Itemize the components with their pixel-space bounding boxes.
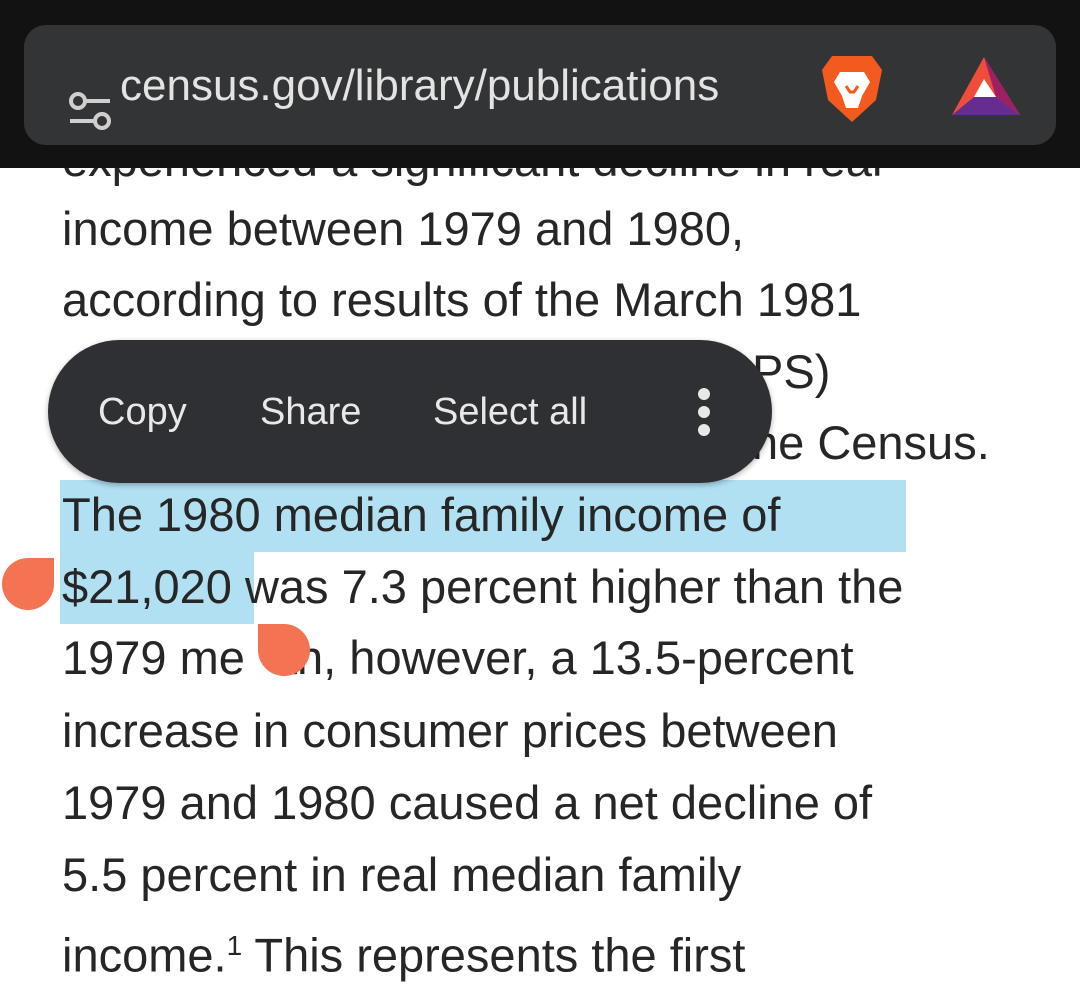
selected-text[interactable]: $21,020 bbox=[62, 560, 232, 613]
text-selection-menu: Copy Share Select all bbox=[48, 340, 772, 483]
text-fragment: 1979 me bbox=[62, 631, 245, 684]
text-fragment: was 7.3 percent higher than the bbox=[231, 560, 904, 613]
browser-toolbar: census.gov/library/publications bbox=[0, 0, 1080, 168]
text-line: according to results of the March 1981 bbox=[62, 273, 862, 326]
text-line: 5.5 percent in real median family bbox=[62, 848, 742, 901]
selected-text[interactable]: The 1980 median family income of bbox=[62, 488, 781, 541]
select-all-button[interactable]: Select all bbox=[433, 391, 588, 433]
text-line: ne Census. bbox=[752, 416, 990, 469]
text-fragment: This represents the first bbox=[242, 928, 746, 982]
text-line: income.1 This represents the first bbox=[62, 916, 745, 982]
bat-rewards-icon[interactable] bbox=[950, 55, 1022, 117]
text-line: $21,020 was 7.3 percent higher than the bbox=[62, 557, 903, 617]
selection-highlight bbox=[60, 552, 254, 624]
text-fragment: an, however, a 13.5-percent bbox=[270, 631, 854, 684]
text-line: income between 1979 and 1980, bbox=[62, 202, 745, 255]
more-vert-icon[interactable] bbox=[694, 386, 714, 438]
share-button[interactable]: Share bbox=[260, 391, 362, 433]
text-line: 1979 me an, however, a 13.5-percent bbox=[62, 628, 854, 688]
text-fragment: income. bbox=[62, 928, 227, 982]
footnote-ref[interactable]: 1 bbox=[226, 930, 243, 961]
copy-button[interactable]: Copy bbox=[98, 391, 187, 433]
selection-start-handle[interactable] bbox=[2, 558, 54, 610]
text-line: 1979 and 1980 caused a net decline of bbox=[62, 776, 873, 829]
address-bar[interactable] bbox=[24, 25, 1056, 145]
text-line: increase in consumer prices between bbox=[62, 704, 838, 757]
brave-lion-icon[interactable] bbox=[818, 52, 886, 124]
tune-icon[interactable] bbox=[68, 91, 116, 131]
selection-highlight bbox=[60, 480, 906, 552]
selection-end-handle[interactable] bbox=[258, 624, 310, 676]
url-text[interactable]: census.gov/library/publications bbox=[120, 61, 720, 110]
